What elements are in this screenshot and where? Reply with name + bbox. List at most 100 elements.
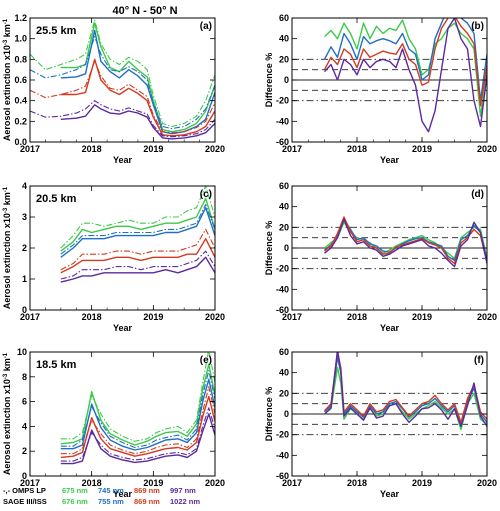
series-line [324,19,487,117]
y-axis-label: Difference % [264,53,274,108]
x-tick-label: 2017 [20,144,40,154]
x-tick-label: 2020 [205,312,225,322]
y-tick-label: 40 [279,368,289,378]
y-axis-label: Difference % [264,387,274,442]
y-axis-label: Aerosol extinction x10-3 km-1 [2,186,12,309]
panel-label: (a) [200,21,212,32]
legend-entry: 745 nm [98,486,124,495]
series-line [30,60,215,134]
y-tick-label: 0 [284,409,289,419]
y-tick-label: 0.4 [14,96,27,106]
panel-label: (d) [471,189,484,200]
x-tick-label: 2020 [477,144,497,154]
panel-label: (c) [200,189,212,200]
x-tick-label: 2020 [205,144,225,154]
legend-entry: 755 nm [98,497,124,506]
altitude-label: 20.5 km [36,193,77,205]
x-tick-label: 2018 [82,312,102,322]
legend-row-label: -,- OMPS LP [3,486,46,495]
x-tick-label: 2020 [477,312,497,322]
y-tick-label: 20 [279,222,289,232]
ylabel-exponent: -1 [3,186,9,192]
x-tick-label: 2020 [205,478,225,488]
y-tick-label: -60 [276,137,289,147]
series-line [60,363,215,446]
x-tick-label: 2018 [82,478,102,488]
series-line [60,22,215,133]
series-line [323,18,487,102]
y-tick-label: -40 [276,450,289,460]
series-line [30,36,215,130]
y-tick-label: 40 [279,34,289,44]
y-tick-label: 20 [279,54,289,64]
x-tick-label: 2020 [477,478,497,488]
series-line [60,395,215,459]
legend-entry: 997 nm [170,486,196,495]
y-axis-label: Aerosol extinction x10-3 km-1 [2,352,12,475]
panel-f: 2017 2018 2019 2020 -60 -40 -20 0 20 40 60 Year Diff… [264,347,497,499]
series-line [30,100,215,138]
x-tick-label: 2017 [20,478,40,488]
x-tick-label: 2017 [282,144,302,154]
x-tick-label: 2019 [412,144,432,154]
panel-d: 2017 2018 2019 2020 -60 -40 -20 0 20 40 60 Year Diff… [264,181,497,333]
series-line [60,250,215,280]
x-tick-label: 2018 [82,144,102,154]
legend: -,- OMPS LP 675 nm 745 nm 869 nm 997 nm SAGE … [3,486,200,506]
ylabel-exponent: -1 [3,18,9,24]
y-tick-label: 60 [279,347,289,357]
legend-entry: 676 nm [62,497,88,506]
series-line [60,197,215,252]
series-group [323,18,487,133]
y-tick-label: 1.0 [14,34,27,44]
series-line [324,366,487,431]
panel-c: 2017 2018 2019 2020 0 1 2 3 4 Year Aerosol extinct… [2,181,225,333]
x-tick-label: 2017 [282,478,302,488]
series-line [60,228,215,271]
x-tick-label: 2017 [282,312,302,322]
legend-entry: 1022 nm [170,497,200,506]
y-tick-label: 0 [22,305,27,315]
ylabel-exponent: -3 [3,373,9,379]
y-tick-label: 2 [22,446,27,456]
y-axis-label: Difference % [264,221,274,276]
y-tick-label: 10 [17,347,27,357]
panels-group: 2017 2018 2019 20200.00.20.40.60.81.01.2Yea… [2,13,497,499]
series-line [324,216,487,265]
y-tick-label: 0 [284,75,289,85]
y-tick-label: -20 [276,96,289,106]
series-line [60,29,215,135]
x-tick-label: 2019 [143,478,163,488]
ylabel-unit: km [2,24,12,40]
legend-entry: 869 nm [134,497,160,506]
y-tick-label: 0.0 [14,137,27,147]
x-axis-label: Year [380,323,400,333]
series-line [60,413,215,465]
x-tick-label: 2017 [20,312,40,322]
series-line [60,378,215,451]
series-line [30,19,215,128]
y-tick-label: 1 [22,274,27,284]
y-tick-label: -40 [276,284,289,294]
series-line [324,218,487,262]
series-line [60,207,215,258]
x-tick-label: 2018 [347,312,367,322]
panel-a: 2017 2018 2019 2020 0.0 0.2 0.4 0.6 0.8 1.0 1.2 Yea… [2,13,225,165]
series-line [60,204,215,255]
x-tick-label: 2019 [143,312,163,322]
y-tick-label: -20 [276,264,289,274]
y-tick-label: 20 [279,388,289,398]
panel-label: (b) [471,21,484,32]
series-line [60,256,215,283]
altitude-label: 18.5 km [36,359,77,371]
series-line [60,104,215,140]
y-tick-label: 0 [284,243,289,253]
series-group [60,352,215,465]
legend-entry: 869 nm [134,486,160,495]
x-axis-label: Year [113,155,133,165]
x-tick-label: 2018 [347,144,367,154]
ylabel-exponent: -1 [3,352,9,358]
y-tick-label: 2 [22,243,27,253]
figure-title: 40° N - 50° N [112,5,177,17]
